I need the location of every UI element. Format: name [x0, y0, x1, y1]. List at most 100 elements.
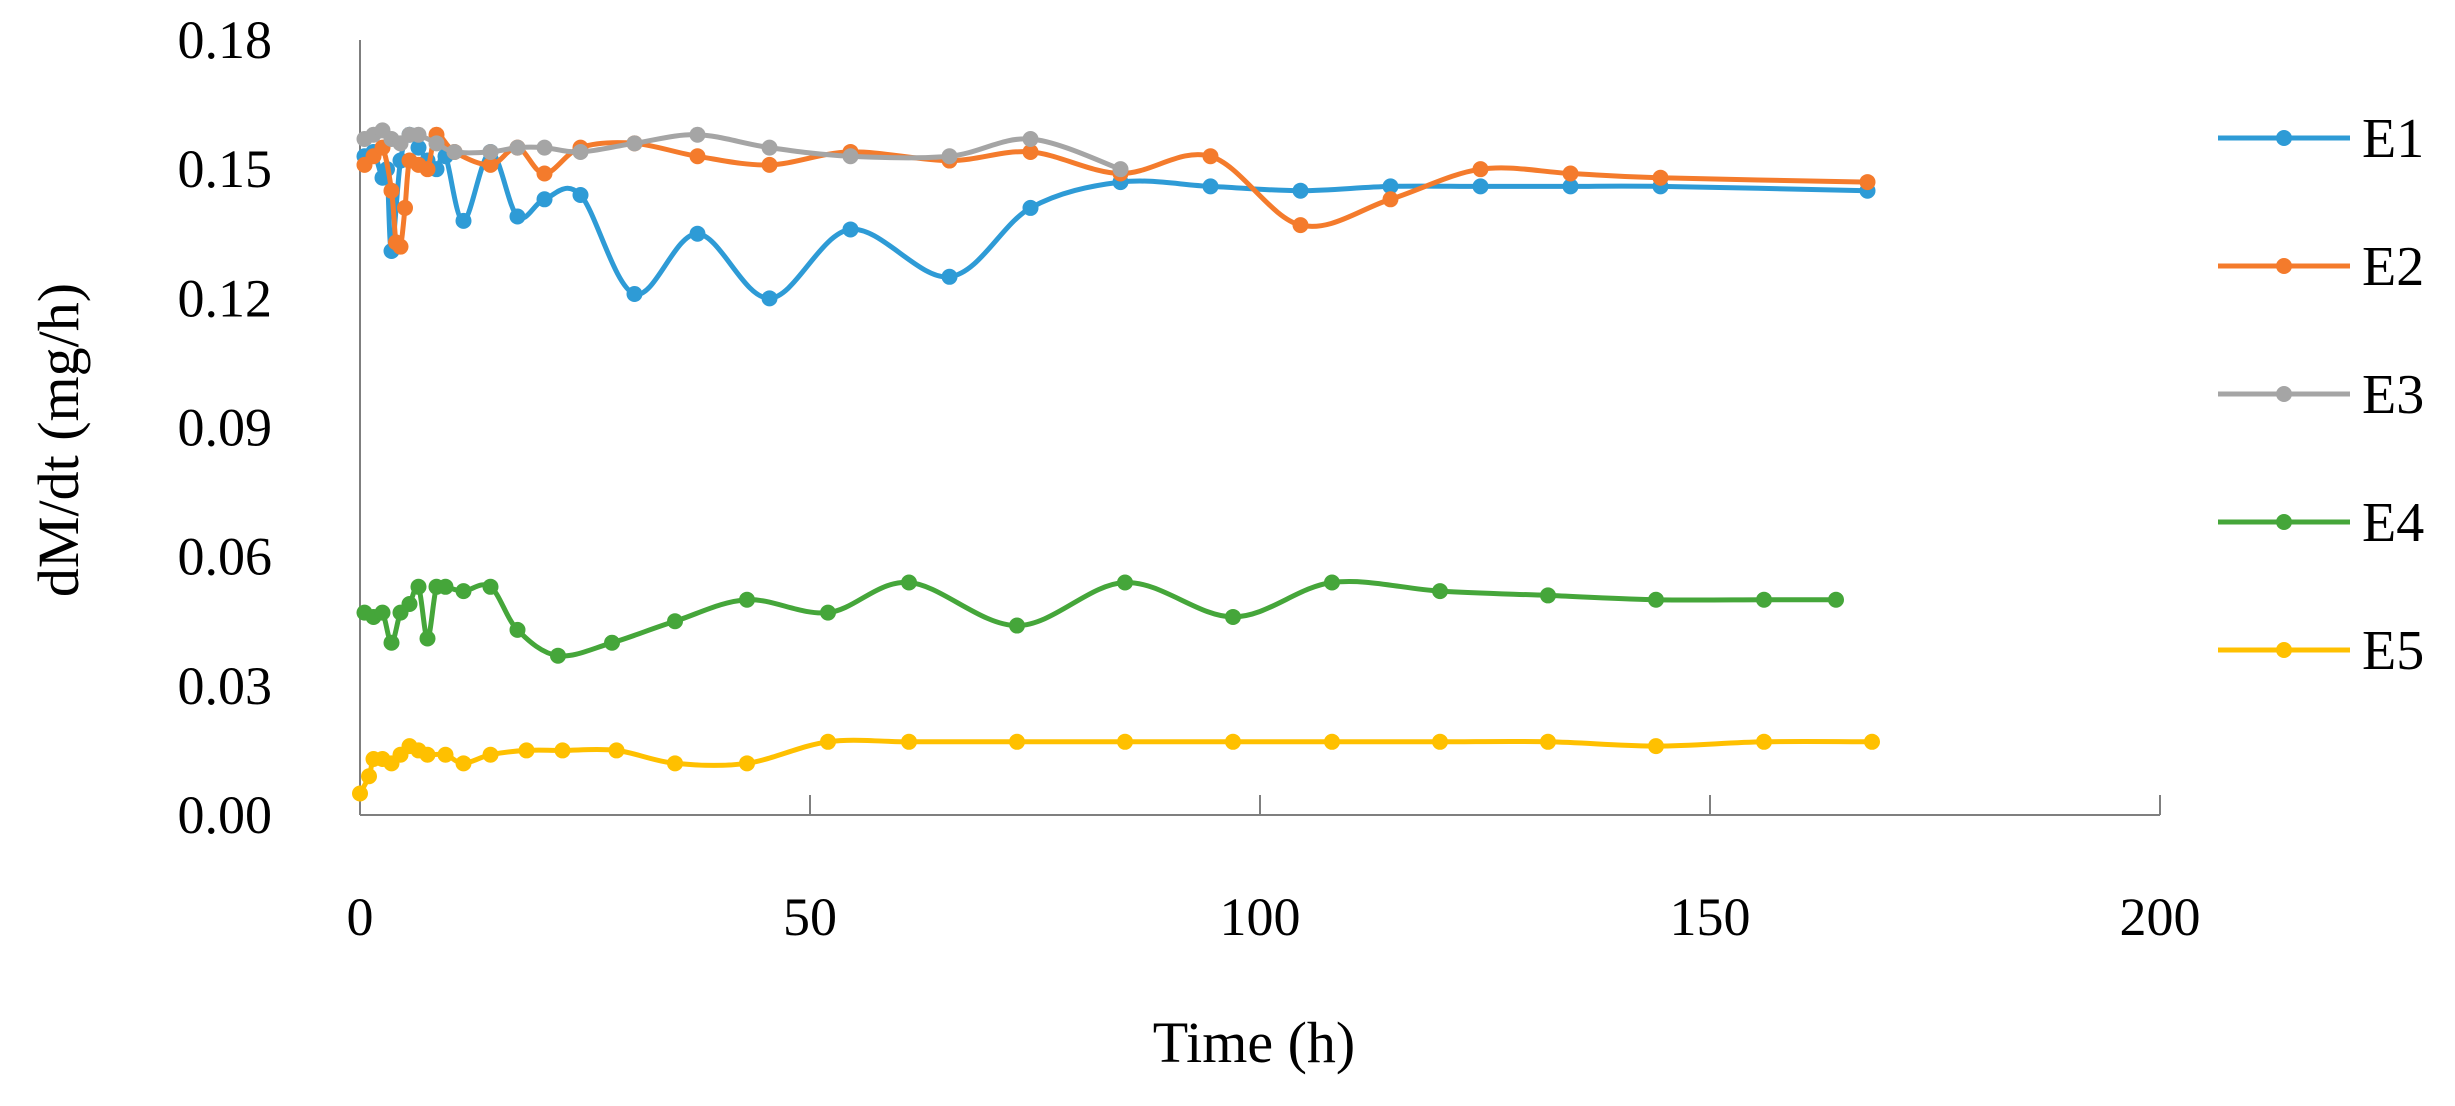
y-tick-label: 0.00	[178, 785, 273, 845]
data-point-e5	[739, 755, 755, 772]
y-axis: 0.00 0.03 0.06 0.09 0.12 0.15 0.18	[178, 10, 361, 845]
data-point-e3	[482, 143, 499, 160]
data-point-e2	[1562, 165, 1579, 182]
data-point-e5	[1432, 733, 1448, 750]
data-point-e5	[1864, 733, 1880, 750]
data-point-e2	[482, 156, 499, 173]
data-point-e4	[419, 630, 436, 647]
data-point-e4	[820, 604, 836, 621]
data-point-e5	[361, 768, 377, 785]
y-tick-label: 0.06	[178, 527, 273, 587]
data-point-e2	[536, 165, 553, 182]
data-point-e5	[1648, 738, 1664, 755]
data-point-e1	[1022, 199, 1039, 216]
data-point-e5	[419, 746, 436, 763]
data-point-e3	[689, 126, 706, 143]
legend-label: E3	[2362, 364, 2424, 426]
data-point-e1	[572, 187, 589, 203]
legend-swatch-marker	[2276, 386, 2292, 402]
legend-swatch-marker	[2276, 514, 2292, 530]
data-point-e1	[626, 286, 643, 303]
data-point-e2	[419, 161, 436, 178]
legend-label: E4	[2362, 492, 2424, 554]
data-point-e3	[446, 143, 463, 160]
y-axis-title: dM/dt (mg/h)	[26, 283, 91, 597]
data-point-e4	[604, 634, 620, 651]
data-point-e1	[509, 208, 526, 225]
data-point-e4	[374, 604, 391, 621]
data-point-e5	[1009, 733, 1025, 750]
data-point-e5	[901, 733, 917, 750]
data-point-e2	[392, 238, 409, 255]
series-e3	[356, 122, 1129, 178]
y-tick-label: 0.15	[178, 139, 273, 199]
series-line-e4	[363, 579, 1836, 659]
data-point-e3	[941, 148, 958, 165]
data-point-e4	[1828, 591, 1844, 608]
series-e5	[352, 733, 1880, 802]
data-point-e4	[1756, 591, 1772, 608]
data-point-e4	[455, 583, 472, 600]
data-point-e2	[1652, 169, 1669, 186]
data-point-e3	[1022, 131, 1039, 148]
data-point-e4	[1117, 574, 1133, 591]
data-point-e4	[1540, 587, 1556, 604]
legend-item-e5: E5	[2218, 620, 2424, 682]
legend: E1 E2 E3 E4 E5	[2218, 108, 2424, 682]
legend-label: E2	[2362, 236, 2424, 298]
data-point-e5	[437, 746, 454, 763]
data-point-e5	[1540, 733, 1556, 750]
data-point-e1	[1472, 178, 1489, 195]
data-point-e1	[1382, 178, 1399, 195]
data-point-e2	[1202, 148, 1219, 165]
y-tick-label: 0.03	[178, 656, 273, 716]
data-point-e3	[509, 139, 526, 156]
x-axis: 0 50 100 150 200	[347, 795, 2201, 947]
data-point-e4	[1648, 591, 1664, 608]
data-point-e1	[1202, 178, 1219, 195]
data-point-e1	[941, 268, 958, 285]
plot-series	[352, 122, 1880, 802]
data-point-e1	[842, 221, 859, 238]
data-point-e5	[352, 785, 368, 802]
data-point-e1	[1292, 182, 1309, 199]
data-point-e5	[482, 746, 499, 763]
data-point-e5	[1324, 733, 1340, 750]
data-point-e5	[820, 733, 836, 750]
legend-item-e2: E2	[2218, 236, 2424, 298]
x-tick-label: 0	[347, 887, 374, 947]
series-line-e1	[362, 131, 1868, 301]
data-point-e3	[842, 148, 859, 165]
data-point-e1	[455, 212, 472, 229]
data-point-e2	[397, 199, 413, 216]
data-point-e5	[608, 742, 625, 759]
data-point-e2	[1292, 217, 1309, 234]
series-line-e5	[357, 737, 1873, 795]
data-point-e4	[1225, 608, 1241, 625]
data-point-e1	[689, 225, 706, 242]
x-tick-label: 100	[1220, 887, 1301, 947]
legend-label: E1	[2362, 108, 2424, 170]
legend-label: E5	[2362, 620, 2424, 682]
data-point-e4	[1324, 574, 1340, 591]
data-point-e2	[1472, 161, 1489, 178]
legend-swatch-marker	[2276, 642, 2292, 658]
data-point-e3	[536, 139, 553, 156]
data-point-e5	[554, 742, 571, 759]
data-point-e4	[509, 621, 526, 638]
data-point-e5	[1225, 733, 1241, 750]
data-point-e4	[383, 634, 400, 651]
legend-item-e3: E3	[2218, 364, 2424, 426]
data-point-e4	[482, 578, 499, 595]
data-point-e4	[1432, 583, 1448, 600]
data-point-e4	[550, 647, 566, 664]
data-point-e5	[455, 755, 472, 772]
x-tick-label: 150	[1670, 887, 1751, 947]
y-tick-label: 0.18	[178, 10, 273, 70]
data-point-e4	[739, 591, 755, 608]
data-point-e4	[1009, 617, 1025, 634]
data-point-e1	[1562, 178, 1579, 195]
data-point-e3	[572, 143, 589, 160]
x-axis-title: Time (h)	[1153, 1010, 1356, 1075]
